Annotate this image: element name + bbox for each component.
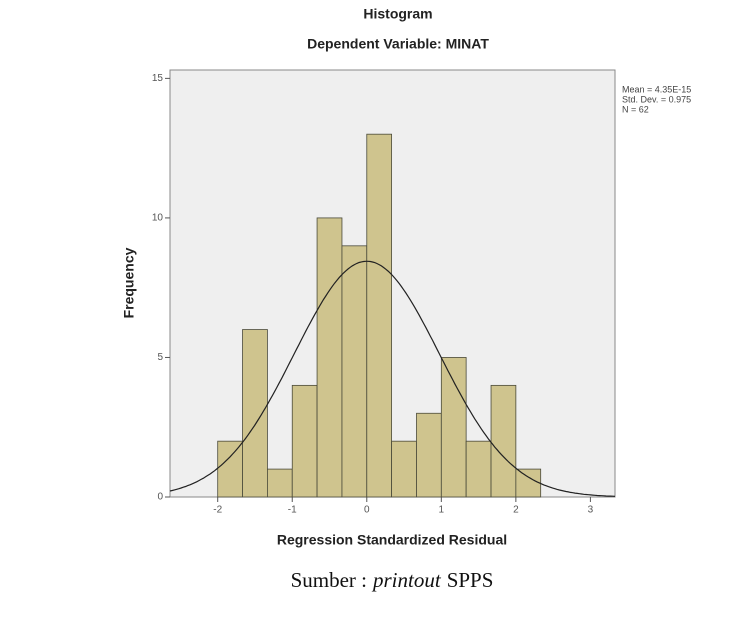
chart-title: Histogram — [363, 6, 432, 22]
bar — [516, 469, 541, 497]
bar — [441, 357, 466, 497]
stat-label: Std. Dev. = 0.975 — [622, 94, 691, 104]
bar — [218, 441, 243, 497]
caption-prefix: Sumber : — [291, 568, 367, 593]
plot-area — [170, 70, 615, 497]
x-tick-label: -1 — [288, 505, 297, 516]
caption-suffix: SPPS — [447, 568, 494, 593]
chart: Histogram Dependent Variable: MINAT Regr… — [0, 0, 744, 560]
caption-emphasis: printout — [373, 568, 441, 593]
bar — [317, 218, 342, 497]
page: Histogram Dependent Variable: MINAT Regr… — [0, 0, 744, 635]
y-tick-label: 0 — [157, 492, 163, 503]
bar — [267, 469, 292, 497]
bar — [392, 441, 417, 497]
bar — [243, 330, 268, 497]
y-tick-label: 15 — [152, 73, 164, 84]
x-tick-label: -2 — [213, 505, 222, 516]
y-tick-label: 5 — [157, 352, 163, 363]
x-tick-label: 2 — [513, 505, 519, 516]
y-tick-label: 10 — [152, 213, 164, 224]
x-axis-label: Regression Standardized Residual — [277, 532, 507, 548]
stat-label: N = 62 — [622, 104, 649, 114]
bar — [491, 385, 516, 497]
bar — [292, 385, 317, 497]
stat-label: Mean = 4.35E-15 — [622, 84, 691, 94]
chart-subtitle: Dependent Variable: MINAT — [307, 36, 489, 52]
x-tick-label: 1 — [439, 505, 445, 516]
x-tick-label: 3 — [588, 505, 594, 516]
bar — [342, 246, 367, 497]
caption: Sumber : printout SPPS — [0, 568, 744, 593]
bar — [466, 441, 491, 497]
x-tick-label: 0 — [364, 505, 370, 516]
y-axis-label: Frequency — [121, 247, 137, 318]
bar — [367, 134, 392, 497]
bar — [417, 413, 442, 497]
